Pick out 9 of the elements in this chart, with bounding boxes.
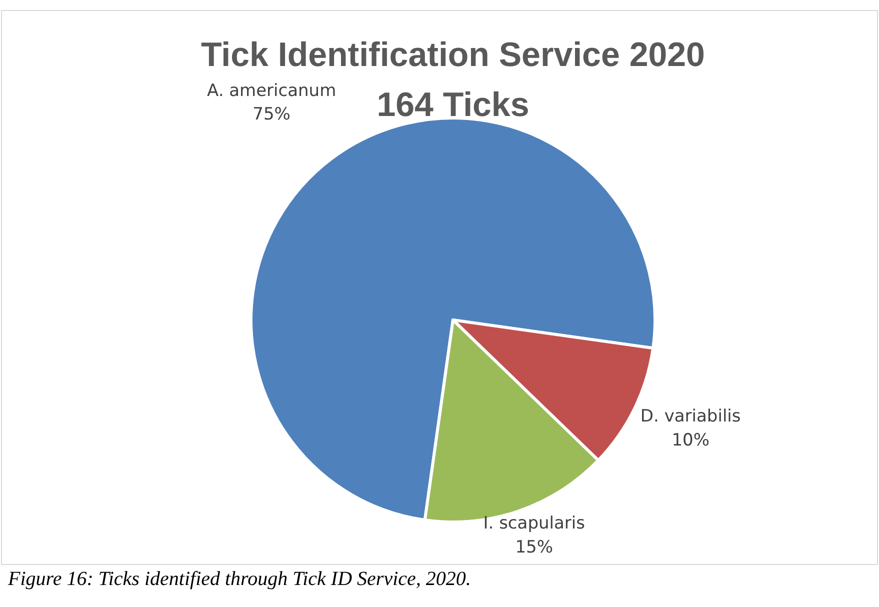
- caption: Figure 16: Ticks identified through Tick ID Service, 2020.: [7, 568, 471, 590]
- chart-subtitle: 164 Ticks: [376, 86, 530, 124]
- chart-title: Tick Identification Service 2020: [201, 36, 705, 74]
- data-label: 15%: [515, 537, 554, 558]
- slice-label: A. americanum: [206, 80, 336, 101]
- data-label: 75%: [252, 104, 290, 125]
- slice-label: D. variabilis: [640, 406, 741, 427]
- slice-label: I. scapularis: [483, 514, 586, 534]
- data-label: 10%: [672, 430, 710, 450]
